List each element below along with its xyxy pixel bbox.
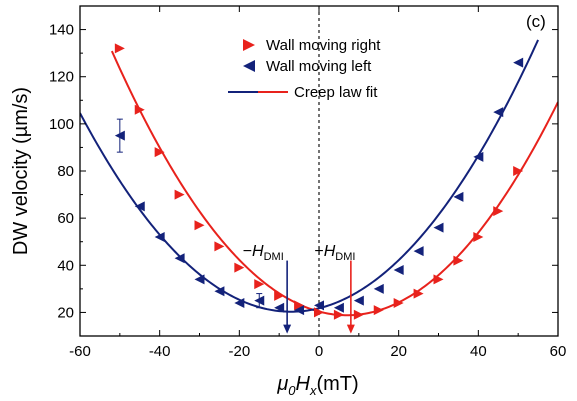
x-axis-label-unit: (mT) bbox=[316, 373, 358, 395]
hdmi-label-sub-minus: DMI bbox=[264, 251, 284, 263]
axes: -60 -40 -20 0 20 40 60 20 40 60 80 100 120 140 bbox=[49, 6, 566, 360]
point-left-2 bbox=[154, 232, 165, 242]
annotations: −HDMI +HDMI bbox=[243, 243, 355, 334]
hdmi-arrow-head-minus bbox=[283, 324, 292, 334]
y-axis-label: DW velocity (µm/s) bbox=[10, 87, 32, 255]
point-right-10 bbox=[314, 307, 324, 318]
x-axis-label: μ0Hx(mT) bbox=[276, 373, 358, 398]
hdmi-label-plus: +HDMI bbox=[314, 243, 355, 263]
legend-marker-right bbox=[243, 39, 255, 51]
point-right-15 bbox=[413, 288, 424, 299]
legend: Wall moving right Wall moving left Creep… bbox=[228, 37, 381, 101]
x-axis-label-h: H bbox=[296, 373, 311, 395]
point-right-5 bbox=[214, 241, 225, 252]
x-tick-label-0: -60 bbox=[69, 343, 91, 360]
point-right-4 bbox=[194, 220, 205, 231]
legend-marker-left bbox=[243, 60, 255, 72]
point-right-8 bbox=[274, 290, 285, 301]
point-left-1 bbox=[134, 201, 145, 212]
x-tick-label-5: 40 bbox=[470, 343, 487, 360]
point-right-7 bbox=[254, 279, 265, 290]
y-tick-label-5: 120 bbox=[49, 69, 74, 86]
point-right-9 bbox=[294, 300, 305, 311]
plot-area bbox=[80, 6, 558, 336]
point-left-13 bbox=[373, 283, 384, 294]
legend-label-fit: Creep law fit bbox=[294, 84, 378, 101]
point-left-4 bbox=[194, 274, 205, 285]
point-right-3 bbox=[174, 189, 185, 200]
point-left-11 bbox=[333, 302, 344, 313]
point-right-16 bbox=[433, 274, 444, 285]
point-right-0 bbox=[114, 43, 125, 54]
point-right-2 bbox=[154, 147, 165, 158]
hdmi-label-sub-plus: DMI bbox=[335, 251, 355, 263]
x-tick-label-2: -20 bbox=[228, 343, 250, 360]
point-left-17 bbox=[453, 191, 464, 202]
point-left-16 bbox=[433, 222, 444, 233]
x-axis-label-subx: x bbox=[309, 383, 317, 398]
point-right-17 bbox=[453, 255, 464, 266]
point-right-6 bbox=[234, 262, 245, 273]
point-left-6 bbox=[234, 298, 245, 308]
fit-curve-1 bbox=[80, 39, 539, 313]
point-left-15 bbox=[413, 246, 424, 257]
x-tick-label-1: -40 bbox=[149, 343, 171, 360]
point-right-19 bbox=[493, 206, 504, 217]
point-right-12 bbox=[353, 309, 364, 320]
y-tick-label-1: 40 bbox=[57, 257, 74, 274]
x-tick-label-6: 60 bbox=[550, 343, 567, 360]
point-left-18 bbox=[473, 151, 484, 162]
point-right-13 bbox=[373, 305, 384, 316]
x-axis-label-mu: μ bbox=[276, 373, 288, 395]
legend-label-left: Wall moving left bbox=[266, 58, 372, 75]
point-right-14 bbox=[393, 298, 404, 308]
point-right-11 bbox=[333, 309, 344, 320]
point-left-3 bbox=[174, 253, 185, 264]
hdmi-label-h-plus: H bbox=[324, 243, 336, 260]
hdmi-arrow-head-plus bbox=[346, 324, 355, 334]
point-left-7 bbox=[254, 295, 265, 306]
y-tick-label-4: 100 bbox=[49, 116, 74, 133]
point-right-18 bbox=[473, 232, 484, 242]
hdmi-label-sign-plus: + bbox=[314, 243, 323, 260]
point-left-8 bbox=[274, 302, 285, 313]
point-left-20 bbox=[513, 57, 524, 68]
point-right-1 bbox=[134, 104, 145, 115]
x-tick-label-3: 0 bbox=[315, 343, 323, 360]
y-tick-label-2: 60 bbox=[57, 210, 74, 227]
y-tick-label-0: 20 bbox=[57, 304, 74, 321]
x-tick-label-4: 20 bbox=[390, 343, 407, 360]
point-left-5 bbox=[214, 286, 225, 297]
hdmi-label-h-minus: H bbox=[252, 243, 264, 260]
point-left-19 bbox=[493, 107, 504, 118]
hdmi-label-sign-minus: − bbox=[243, 243, 252, 260]
point-left-12 bbox=[353, 295, 364, 306]
x-axis-label-sub0: 0 bbox=[288, 383, 296, 398]
point-left-14 bbox=[393, 265, 404, 275]
point-left-10 bbox=[314, 300, 324, 311]
y-tick-label-6: 140 bbox=[49, 22, 74, 39]
panel-label: (c) bbox=[526, 12, 546, 31]
legend-label-right: Wall moving right bbox=[266, 37, 381, 54]
y-tick-label-3: 80 bbox=[57, 163, 74, 180]
point-left-0 bbox=[114, 130, 125, 141]
point-right-20 bbox=[513, 166, 524, 176]
hdmi-label-minus: −HDMI bbox=[243, 243, 284, 263]
point-left-9 bbox=[294, 305, 305, 316]
